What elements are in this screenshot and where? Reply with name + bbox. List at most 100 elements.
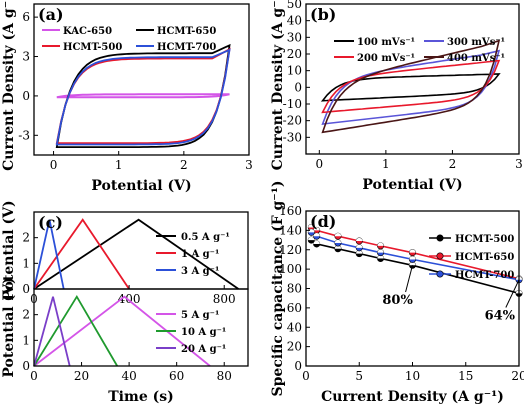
plot-frame (33, 3, 250, 156)
x-tick-label: 0 (50, 158, 58, 172)
legend-label: 0.5 A g⁻¹ (181, 232, 230, 243)
y-tick-label: 1 (22, 256, 30, 270)
legend-label: 200 mVs⁻¹ (357, 53, 415, 64)
data-point-half (356, 244, 363, 248)
y-tick-label: 50 (287, 0, 302, 11)
panel-a: 0 1 2 3 -3 0 3 6 (a) Potential (V) Current Density… (1, 0, 253, 194)
y-tick-label: 6 (22, 10, 30, 24)
y-tick-label: -3 (18, 128, 30, 142)
legend-marker (436, 270, 444, 278)
data-point-half (308, 224, 315, 228)
data-point-half (377, 249, 384, 253)
data-point-half (334, 232, 342, 237)
y-tick-label: -10 (283, 97, 302, 111)
legend-marker (436, 252, 444, 260)
y-tick-label: 160 (279, 204, 302, 218)
annotation-leader (505, 279, 520, 308)
x-tick-label: 0 (30, 369, 38, 383)
x-axis-label: Potential (V) (91, 178, 191, 194)
data-point-half (356, 237, 363, 242)
data-point-half (334, 239, 342, 243)
y-tick-label: 60 (287, 301, 302, 315)
x-tick-label: 3 (245, 158, 253, 172)
annotation-label: 80% (382, 293, 413, 308)
x-axis-label: Time (s) (108, 389, 173, 405)
y-tick-label: 40 (287, 320, 302, 334)
x-axis-label: Current Density (A g⁻¹) (321, 389, 504, 405)
series-line-kac-650 (56, 93, 230, 99)
legend-label: 20 A g⁻¹ (181, 344, 226, 355)
legend-marker (436, 234, 444, 242)
legend-label: KAC-650 (63, 26, 112, 37)
panel-label: (d) (310, 212, 336, 231)
x-tick-label: 5 (355, 369, 363, 383)
x-tick-label: 0 (315, 157, 323, 171)
legend-label: 10 A g⁻¹ (181, 327, 226, 338)
annotation-leader (405, 265, 413, 293)
data-point-half (313, 240, 320, 244)
y-axis-label: Current Density (A g⁻¹) (270, 0, 286, 170)
legend-label: HCMT-500 (63, 42, 122, 53)
x-tick-label: 20 (74, 369, 89, 383)
x-tick-label: 2 (449, 157, 457, 171)
x-tick-label: 10 (405, 369, 420, 383)
data-point-half (409, 256, 416, 260)
plot-frame (33, 288, 249, 367)
y-tick-label: 0 (22, 359, 30, 373)
y-tick-label: 80 (287, 282, 302, 296)
y-axis-label: Specific capacitance (F g⁻¹) (270, 181, 286, 397)
legend-label: 5 A g⁻¹ (181, 310, 219, 321)
panel-label: (b) (310, 5, 336, 24)
x-tick-label: 20 (511, 369, 524, 383)
data-point-half (409, 262, 416, 266)
x-tick-label: 1 (115, 158, 123, 172)
legend-label: HCMT-700 (157, 42, 216, 53)
y-tick-label: 0 (22, 89, 30, 103)
y-tick-label: 1 (22, 333, 30, 347)
y-tick-label: 120 (279, 243, 302, 257)
data-point-half (334, 245, 342, 249)
annotation-label: 64% (485, 309, 516, 324)
x-tick-label: 3 (515, 157, 523, 171)
data-point-half (377, 255, 384, 259)
legend-label: HCMT-500 (455, 234, 514, 245)
data-point-half (313, 227, 320, 231)
x-tick-label: 40 (121, 369, 136, 383)
y-tick-label: 0 (294, 80, 302, 94)
panel-d: 0 5 10 15 20 0 20 40 60 80 100 120 140 160 (d) Current … (270, 181, 524, 405)
x-tick-label: 60 (169, 369, 184, 383)
y-tick-label: 40 (287, 14, 302, 28)
series-line (33, 219, 65, 290)
legend-label: 400 mVs⁻¹ (447, 53, 505, 64)
series-line-hcmt-650 (55, 43, 231, 148)
panel-label: (a) (38, 5, 64, 24)
data-point-half (308, 236, 315, 241)
y-tick-label: 10 (287, 64, 302, 78)
series-line (33, 218, 240, 290)
y-tick-label: -20 (283, 114, 302, 128)
y-tick-label: 3 (22, 50, 30, 64)
x-tick-label: 400 (118, 292, 141, 306)
panel-b: 0 1 2 3 -30 -20 -10 0 10 20 30 40 50 (b) Potential (V)… (270, 0, 523, 193)
data-point-half (409, 249, 416, 253)
legend-label: 1 A g⁻¹ (181, 249, 219, 260)
y-tick-label: 0 (294, 359, 302, 373)
data-point-half (313, 232, 320, 237)
legend-label: HCMT-650 (157, 26, 216, 37)
x-tick-label: 15 (458, 369, 473, 383)
x-tick-label: 80 (217, 369, 232, 383)
legend-label: 100 mVs⁻¹ (357, 37, 415, 48)
x-tick-label: 800 (213, 292, 236, 306)
panel-label: (c) (38, 213, 63, 232)
series-line (33, 294, 118, 367)
y-tick-label: 2 (22, 308, 30, 322)
series-line (321, 39, 501, 134)
y-tick-label: 140 (279, 223, 302, 237)
legend-label: HCMT-650 (455, 252, 514, 263)
data-point-half (356, 250, 363, 254)
series-line (320, 73, 501, 102)
x-tick-label: 1 (382, 157, 390, 171)
